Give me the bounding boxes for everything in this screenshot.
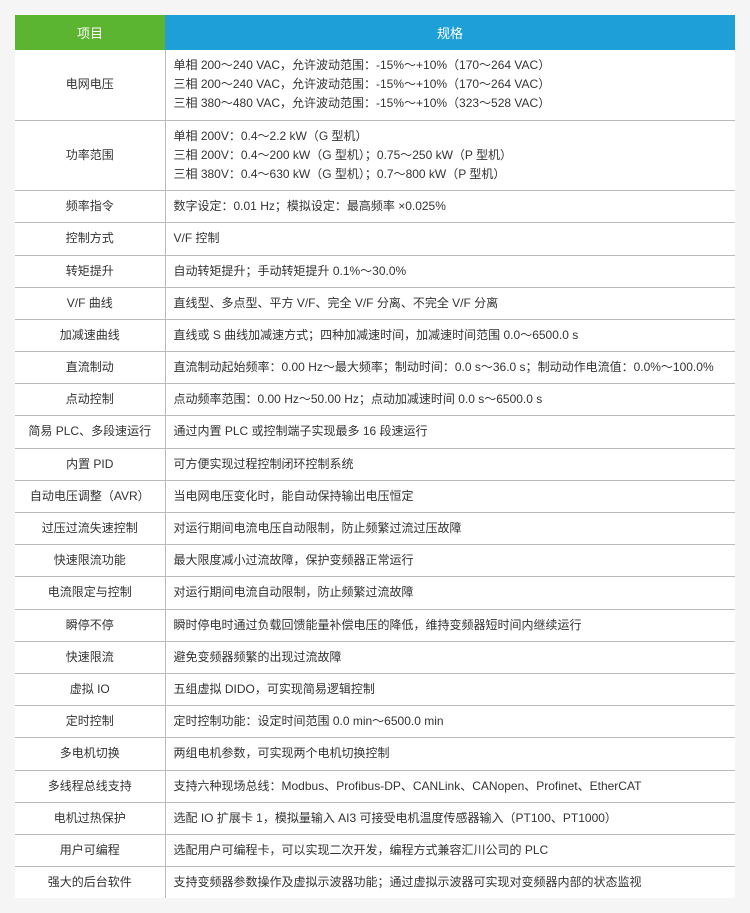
row-value: 最大限度减小过流故障，保护变频器正常运行 <box>165 545 735 577</box>
header-row: 项目 规格 <box>15 15 735 50</box>
row-label: 频率指令 <box>15 191 165 223</box>
table-row: 快速限流功能最大限度减小过流故障，保护变频器正常运行 <box>15 545 735 577</box>
row-value: 选配用户可编程卡，可以实现二次开发，编程方式兼容汇川公司的 PLC <box>165 834 735 866</box>
table-row: 电机过热保护选配 IO 扩展卡 1，模拟量输入 AI3 可接受电机温度传感器输入… <box>15 802 735 834</box>
header-spec: 规格 <box>165 15 735 50</box>
row-label: 转矩提升 <box>15 255 165 287</box>
table-row: 强大的后台软件支持变频器参数操作及虚拟示波器功能；通过虚拟示波器可实现对变频器内… <box>15 867 735 899</box>
row-label: 过压过流失速控制 <box>15 513 165 545</box>
row-value: 数字设定：0.01 Hz；模拟设定：最高频率 ×0.025% <box>165 191 735 223</box>
table-row: 多线程总线支持支持六种现场总线：Modbus、Profibus-DP、CANLi… <box>15 770 735 802</box>
row-label: 电网电压 <box>15 50 165 120</box>
row-value: 单相 200V：0.4～2.2 kW（G 型机）三相 200V：0.4～200 … <box>165 120 735 191</box>
table-row: 快速限流避免变频器频繁的出现过流故障 <box>15 641 735 673</box>
spec-table-container: 项目 规格 电网电压单相 200～240 VAC，允许波动范围：-15%～+10… <box>15 15 735 898</box>
table-row: 虚拟 IO五组虚拟 DIDO，可实现简易逻辑控制 <box>15 673 735 705</box>
table-row: 频率指令数字设定：0.01 Hz；模拟设定：最高频率 ×0.025% <box>15 191 735 223</box>
row-value: 直流制动起始频率：0.00 Hz～最大频率；制动时间：0.0 s～36.0 s；… <box>165 352 735 384</box>
row-value: 直线型、多点型、平方 V/F、完全 V/F 分离、不完全 V/F 分离 <box>165 287 735 319</box>
row-label: 功率范围 <box>15 120 165 191</box>
table-row: 电网电压单相 200～240 VAC，允许波动范围：-15%～+10%（170～… <box>15 50 735 120</box>
table-row: 用户可编程选配用户可编程卡，可以实现二次开发，编程方式兼容汇川公司的 PLC <box>15 834 735 866</box>
row-label: 自动电压调整（AVR） <box>15 480 165 512</box>
row-value: 可方便实现过程控制闭环控制系统 <box>165 448 735 480</box>
row-value: 支持六种现场总线：Modbus、Profibus-DP、CANLink、CANo… <box>165 770 735 802</box>
row-label: 内置 PID <box>15 448 165 480</box>
table-row: 控制方式V/F 控制 <box>15 223 735 255</box>
row-value: 选配 IO 扩展卡 1，模拟量输入 AI3 可接受电机温度传感器输入（PT100… <box>165 802 735 834</box>
row-label: 电机过热保护 <box>15 802 165 834</box>
row-value: 点动频率范围：0.00 Hz～50.00 Hz；点动加减速时间 0.0 s～65… <box>165 384 735 416</box>
row-label: 点动控制 <box>15 384 165 416</box>
table-row: 内置 PID可方便实现过程控制闭环控制系统 <box>15 448 735 480</box>
header-item: 项目 <box>15 15 165 50</box>
row-label: 简易 PLC、多段速运行 <box>15 416 165 448</box>
row-label: 快速限流 <box>15 641 165 673</box>
table-row: 直流制动直流制动起始频率：0.00 Hz～最大频率；制动时间：0.0 s～36.… <box>15 352 735 384</box>
row-value: 单相 200～240 VAC，允许波动范围：-15%～+10%（170～264 … <box>165 50 735 120</box>
row-label: 电流限定与控制 <box>15 577 165 609</box>
row-value: 两组电机参数，可实现两个电机切换控制 <box>165 738 735 770</box>
table-row: 瞬停不停瞬时停电时通过负载回馈能量补偿电压的降低，维持变频器短时间内继续运行 <box>15 609 735 641</box>
table-row: 转矩提升自动转矩提升；手动转矩提升 0.1%～30.0% <box>15 255 735 287</box>
row-label: 定时控制 <box>15 706 165 738</box>
row-label: 瞬停不停 <box>15 609 165 641</box>
table-row: 过压过流失速控制对运行期间电流电压自动限制，防止频繁过流过压故障 <box>15 513 735 545</box>
spec-table: 项目 规格 电网电压单相 200～240 VAC，允许波动范围：-15%～+10… <box>15 15 735 898</box>
table-row: V/F 曲线直线型、多点型、平方 V/F、完全 V/F 分离、不完全 V/F 分… <box>15 287 735 319</box>
row-label: 快速限流功能 <box>15 545 165 577</box>
row-value: 自动转矩提升；手动转矩提升 0.1%～30.0% <box>165 255 735 287</box>
row-value: 定时控制功能：设定时间范围 0.0 min～6500.0 min <box>165 706 735 738</box>
row-label: 用户可编程 <box>15 834 165 866</box>
row-label: 直流制动 <box>15 352 165 384</box>
table-row: 点动控制点动频率范围：0.00 Hz～50.00 Hz；点动加减速时间 0.0 … <box>15 384 735 416</box>
row-label: 多电机切换 <box>15 738 165 770</box>
row-value: 对运行期间电流自动限制，防止频繁过流故障 <box>165 577 735 609</box>
row-value: 避免变频器频繁的出现过流故障 <box>165 641 735 673</box>
row-value: 对运行期间电流电压自动限制，防止频繁过流过压故障 <box>165 513 735 545</box>
row-value: 直线或 S 曲线加减速方式；四种加减速时间，加减速时间范围 0.0～6500.0… <box>165 319 735 351</box>
table-row: 功率范围单相 200V：0.4～2.2 kW（G 型机）三相 200V：0.4～… <box>15 120 735 191</box>
row-value: 当电网电压变化时，能自动保持输出电压恒定 <box>165 480 735 512</box>
table-row: 多电机切换两组电机参数，可实现两个电机切换控制 <box>15 738 735 770</box>
table-row: 定时控制定时控制功能：设定时间范围 0.0 min～6500.0 min <box>15 706 735 738</box>
row-value: 支持变频器参数操作及虚拟示波器功能；通过虚拟示波器可实现对变频器内部的状态监视 <box>165 867 735 899</box>
row-value: 五组虚拟 DIDO，可实现简易逻辑控制 <box>165 673 735 705</box>
row-value: 通过内置 PLC 或控制端子实现最多 16 段速运行 <box>165 416 735 448</box>
row-label: 多线程总线支持 <box>15 770 165 802</box>
row-label: 加减速曲线 <box>15 319 165 351</box>
table-body: 电网电压单相 200～240 VAC，允许波动范围：-15%～+10%（170～… <box>15 50 735 898</box>
row-value: 瞬时停电时通过负载回馈能量补偿电压的降低，维持变频器短时间内继续运行 <box>165 609 735 641</box>
row-label: V/F 曲线 <box>15 287 165 319</box>
row-label: 强大的后台软件 <box>15 867 165 899</box>
row-value: V/F 控制 <box>165 223 735 255</box>
row-label: 虚拟 IO <box>15 673 165 705</box>
table-row: 电流限定与控制对运行期间电流自动限制，防止频繁过流故障 <box>15 577 735 609</box>
table-row: 简易 PLC、多段速运行通过内置 PLC 或控制端子实现最多 16 段速运行 <box>15 416 735 448</box>
row-label: 控制方式 <box>15 223 165 255</box>
table-row: 自动电压调整（AVR）当电网电压变化时，能自动保持输出电压恒定 <box>15 480 735 512</box>
table-row: 加减速曲线直线或 S 曲线加减速方式；四种加减速时间，加减速时间范围 0.0～6… <box>15 319 735 351</box>
